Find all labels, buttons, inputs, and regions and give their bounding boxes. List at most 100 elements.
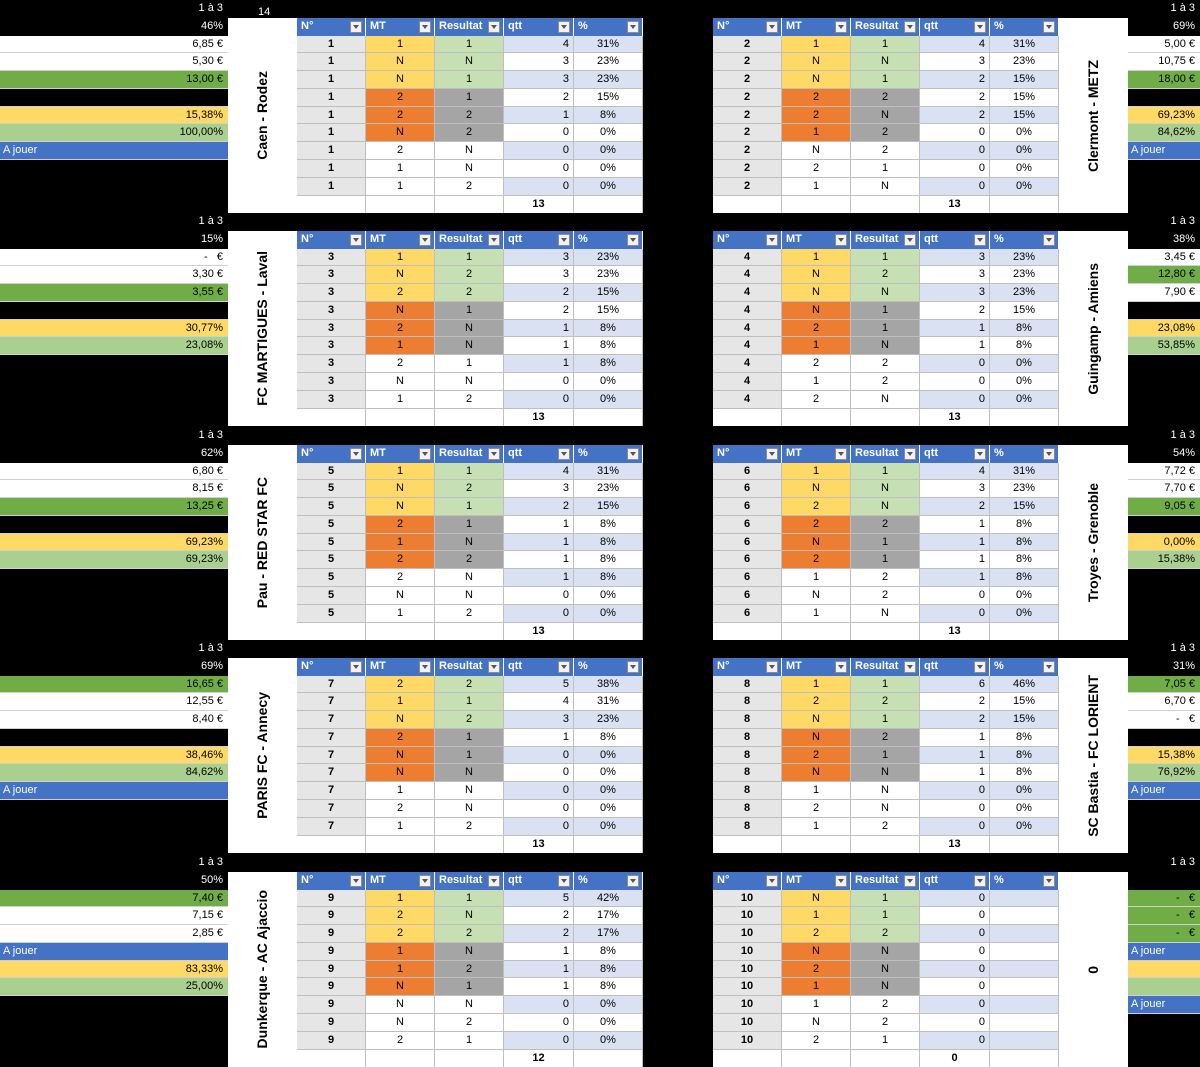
column-header[interactable]: N° bbox=[297, 18, 366, 36]
column-header[interactable]: Resultat bbox=[435, 872, 504, 890]
column-header[interactable]: N° bbox=[713, 872, 782, 890]
filter-button[interactable] bbox=[766, 448, 778, 460]
filter-button[interactable] bbox=[974, 448, 986, 460]
column-header[interactable]: N° bbox=[297, 658, 366, 676]
filter-button[interactable] bbox=[904, 661, 916, 673]
column-header[interactable]: N° bbox=[297, 445, 366, 463]
column-header[interactable]: Resultat bbox=[851, 231, 920, 249]
column-header[interactable]: Resultat bbox=[851, 658, 920, 676]
filter-button[interactable] bbox=[488, 875, 500, 887]
filter-button[interactable] bbox=[1043, 21, 1055, 33]
column-header[interactable]: MT bbox=[366, 445, 435, 463]
filter-button[interactable] bbox=[419, 875, 431, 887]
filter-button[interactable] bbox=[974, 21, 986, 33]
column-header[interactable]: MT bbox=[782, 445, 851, 463]
column-header[interactable]: qtt bbox=[920, 18, 990, 36]
filter-button[interactable] bbox=[627, 21, 639, 33]
column-header[interactable]: N° bbox=[297, 231, 366, 249]
column-header[interactable]: Resultat bbox=[435, 231, 504, 249]
filter-button[interactable] bbox=[904, 21, 916, 33]
filter-button[interactable] bbox=[835, 234, 847, 246]
column-header[interactable]: % bbox=[574, 445, 643, 463]
column-header[interactable]: qtt bbox=[504, 658, 574, 676]
filter-button[interactable] bbox=[627, 234, 639, 246]
filter-button[interactable] bbox=[1043, 875, 1055, 887]
filter-button[interactable] bbox=[350, 448, 362, 460]
column-header[interactable]: MT bbox=[782, 18, 851, 36]
column-header[interactable]: MT bbox=[782, 658, 851, 676]
filter-button[interactable] bbox=[419, 448, 431, 460]
filter-button[interactable] bbox=[627, 661, 639, 673]
filter-button[interactable] bbox=[835, 448, 847, 460]
column-header[interactable]: Resultat bbox=[435, 658, 504, 676]
filter-button[interactable] bbox=[627, 448, 639, 460]
filter-button[interactable] bbox=[627, 875, 639, 887]
filter-button[interactable] bbox=[974, 234, 986, 246]
column-header[interactable]: Resultat bbox=[435, 18, 504, 36]
filter-button[interactable] bbox=[904, 234, 916, 246]
column-header[interactable]: % bbox=[574, 18, 643, 36]
filter-button[interactable] bbox=[488, 21, 500, 33]
filter-button[interactable] bbox=[419, 661, 431, 673]
column-header[interactable]: Resultat bbox=[851, 872, 920, 890]
column-header[interactable]: Resultat bbox=[435, 445, 504, 463]
column-header[interactable]: MT bbox=[366, 872, 435, 890]
filter-button[interactable] bbox=[766, 875, 778, 887]
column-header[interactable]: MT bbox=[366, 658, 435, 676]
filter-button[interactable] bbox=[488, 234, 500, 246]
filter-button[interactable] bbox=[766, 661, 778, 673]
filter-button[interactable] bbox=[835, 21, 847, 33]
filter-button[interactable] bbox=[558, 875, 570, 887]
column-header[interactable]: N° bbox=[713, 231, 782, 249]
column-header[interactable]: N° bbox=[713, 658, 782, 676]
filter-button[interactable] bbox=[558, 661, 570, 673]
filter-button[interactable] bbox=[1043, 661, 1055, 673]
column-header[interactable]: MT bbox=[782, 231, 851, 249]
filter-button[interactable] bbox=[350, 234, 362, 246]
filter-button[interactable] bbox=[558, 234, 570, 246]
filter-button[interactable] bbox=[766, 234, 778, 246]
column-header[interactable]: % bbox=[990, 872, 1059, 890]
filter-button[interactable] bbox=[1043, 234, 1055, 246]
filter-button[interactable] bbox=[419, 21, 431, 33]
filter-button[interactable] bbox=[488, 448, 500, 460]
column-header[interactable]: N° bbox=[713, 18, 782, 36]
column-header[interactable]: % bbox=[990, 445, 1059, 463]
column-header[interactable]: Resultat bbox=[851, 18, 920, 36]
filter-button[interactable] bbox=[558, 448, 570, 460]
filter-button[interactable] bbox=[835, 875, 847, 887]
column-header[interactable]: % bbox=[990, 231, 1059, 249]
filter-button[interactable] bbox=[1043, 448, 1055, 460]
filter-button[interactable] bbox=[904, 875, 916, 887]
filter-button[interactable] bbox=[350, 661, 362, 673]
column-header[interactable]: qtt bbox=[504, 872, 574, 890]
filter-button[interactable] bbox=[904, 448, 916, 460]
column-header[interactable]: % bbox=[574, 231, 643, 249]
filter-button[interactable] bbox=[974, 661, 986, 673]
column-header[interactable]: % bbox=[990, 658, 1059, 676]
filter-button[interactable] bbox=[350, 21, 362, 33]
column-header[interactable]: % bbox=[574, 658, 643, 676]
column-header[interactable]: qtt bbox=[504, 18, 574, 36]
column-header[interactable]: % bbox=[574, 872, 643, 890]
filter-button[interactable] bbox=[766, 21, 778, 33]
column-header[interactable]: MT bbox=[366, 231, 435, 249]
column-header[interactable]: % bbox=[990, 18, 1059, 36]
column-header[interactable]: qtt bbox=[920, 445, 990, 463]
column-header[interactable]: N° bbox=[297, 872, 366, 890]
filter-button[interactable] bbox=[558, 21, 570, 33]
column-header[interactable]: qtt bbox=[920, 872, 990, 890]
column-header[interactable]: N° bbox=[713, 445, 782, 463]
filter-button[interactable] bbox=[974, 875, 986, 887]
column-header[interactable]: MT bbox=[366, 18, 435, 36]
column-header[interactable]: qtt bbox=[920, 231, 990, 249]
column-header[interactable]: MT bbox=[782, 872, 851, 890]
filter-button[interactable] bbox=[488, 661, 500, 673]
column-header[interactable]: qtt bbox=[920, 658, 990, 676]
filter-button[interactable] bbox=[350, 875, 362, 887]
column-header[interactable]: qtt bbox=[504, 445, 574, 463]
column-header[interactable]: Resultat bbox=[851, 445, 920, 463]
column-header[interactable]: qtt bbox=[504, 231, 574, 249]
filter-button[interactable] bbox=[835, 661, 847, 673]
filter-button[interactable] bbox=[419, 234, 431, 246]
